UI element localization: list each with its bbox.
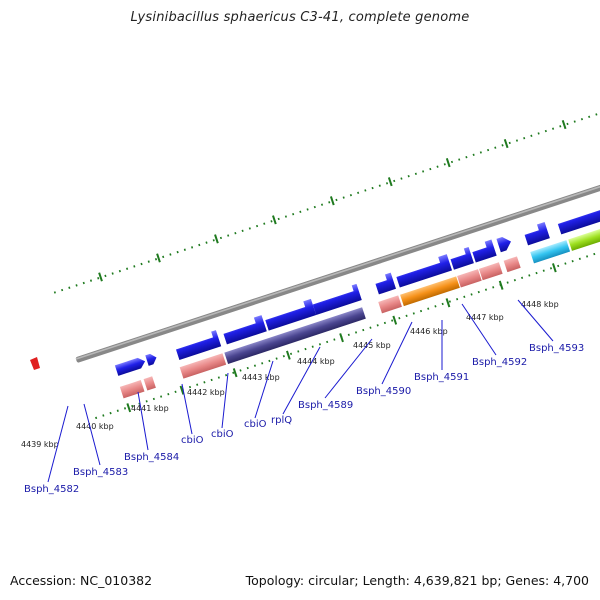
gene-arrow: [472, 239, 497, 263]
kbp-label: 4448 kbp: [521, 300, 559, 309]
outer-major-ticks: [98, 119, 567, 282]
gene-box: [143, 376, 156, 391]
genome-backbone: [75, 120, 600, 363]
genome-track: [53, 54, 600, 420]
gene-arrow: [175, 330, 222, 360]
gene-arrow: [396, 254, 453, 288]
gene-label: Bsph_4589: [298, 400, 353, 411]
gene-arrow: [450, 247, 474, 270]
gene-box: [503, 256, 521, 273]
kbp-label: 4445 kbp: [353, 341, 391, 350]
kbp-label: 4439 kbp: [21, 440, 59, 449]
inner-tick-ring: [95, 179, 600, 420]
kbp-label: 4447 kbp: [466, 313, 504, 322]
gene-label: Bsph_4582: [24, 484, 79, 495]
gene-box: [400, 276, 460, 307]
gene-label: Bsph_4593: [529, 343, 584, 354]
genome-summary-text: Topology: circular; Length: 4,639,821 bp…: [245, 573, 589, 588]
gene-box: [457, 269, 482, 288]
kbp-label: 4440 kbp: [76, 422, 114, 431]
gene-label: Bsph_4591: [414, 372, 469, 383]
kbp-scale: 4439 kbp 4440 kbp 4441 kbp 4442 kbp 4443…: [21, 300, 559, 449]
gene-label: Bsph_4584: [124, 452, 179, 463]
gene-label: Bsph_4590: [356, 386, 411, 397]
position-marker-icon[interactable]: [30, 357, 40, 370]
gene-arrow: [312, 283, 362, 315]
inner-major-ticks: [126, 263, 557, 413]
map-title: Lysinibacillus sphaericus C3-41, complet…: [130, 10, 470, 25]
gene-label: cbiO: [181, 435, 204, 446]
gene-label: rplQ: [271, 415, 292, 426]
gene-label: Bsph_4592: [472, 357, 527, 368]
kbp-label: 4442 kbp: [187, 388, 225, 397]
gene-arrow: [223, 315, 267, 345]
gene-arrow: [114, 357, 146, 376]
gene-box: [378, 295, 402, 314]
gene-labels[interactable]: Bsph_4582 Bsph_4583 Bsph_4584 cbiO cbiO …: [24, 343, 584, 495]
gene-label-leaders: [47, 299, 554, 483]
kbp-label: 4446 kbp: [410, 327, 448, 336]
gene-arrow: [265, 298, 317, 331]
gene-box: [119, 380, 145, 399]
gene-box: [530, 240, 571, 264]
gene-arrows-forward[interactable]: [114, 197, 600, 380]
kbp-label: 4444 kbp: [297, 357, 335, 366]
gene-arrow: [496, 237, 511, 253]
gene-boxes[interactable]: [119, 208, 600, 399]
gene-label: Bsph_4583: [73, 467, 128, 478]
gene-box: [224, 307, 366, 364]
gene-arrow: [145, 353, 157, 366]
kbp-label: 4443 kbp: [242, 373, 280, 382]
gene-label: cbiO: [211, 429, 234, 440]
gene-arrow: [375, 272, 397, 295]
gene-box: [179, 353, 227, 379]
kbp-label: 4441 kbp: [131, 404, 169, 413]
outer-tick-ring: [53, 54, 600, 294]
gene-arrow: [557, 197, 600, 235]
gene-box: [568, 208, 600, 251]
accession-text: Accession: NC_010382: [10, 573, 153, 588]
gene-box: [478, 262, 503, 281]
gene-label: cbiO: [244, 419, 267, 430]
gene-arrow: [524, 222, 550, 246]
